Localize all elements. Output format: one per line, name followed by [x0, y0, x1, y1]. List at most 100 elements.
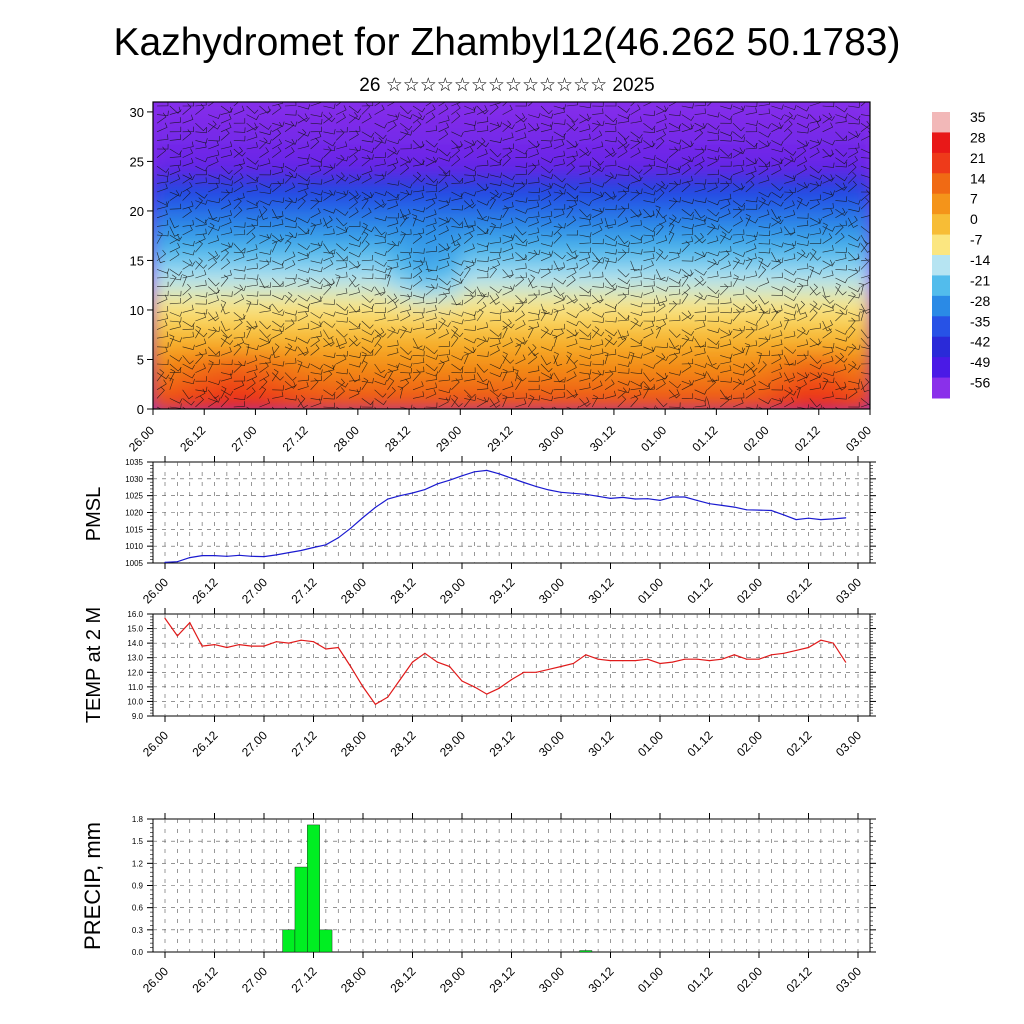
wind-barb [361, 265, 374, 271]
wind-barb [335, 274, 341, 287]
wind-barb [860, 191, 870, 193]
temp-point [647, 658, 649, 660]
wind-barb [809, 355, 822, 364]
y-tick-label: 16.0 [127, 610, 143, 619]
wind-barb [195, 363, 206, 373]
wind-barb [566, 205, 574, 218]
wind-barb [592, 102, 604, 107]
wind-barb [195, 165, 208, 172]
wind-barb [208, 150, 220, 158]
wind-barb [681, 122, 694, 130]
wind-barb [272, 260, 285, 266]
wind-barb [246, 220, 258, 227]
wind-barb [592, 370, 605, 376]
field-cell [341, 102, 372, 115]
wind-barb [540, 267, 551, 279]
wind-barb [515, 377, 522, 390]
wind-barb [553, 260, 564, 272]
wind-barb [604, 390, 616, 399]
wind-barb [220, 217, 232, 227]
wind-barb [592, 225, 603, 236]
wind-barb [579, 102, 592, 109]
wind-barb [489, 180, 502, 186]
y-tick-label: 1.8 [132, 815, 144, 824]
wind-barb [643, 226, 656, 233]
wind-barb [822, 305, 834, 313]
wind-barb [707, 306, 719, 313]
pmsl-point [597, 495, 599, 497]
wind-barb [259, 139, 272, 145]
wind-barb [207, 120, 217, 133]
wind-barb [655, 325, 662, 339]
field-cell [556, 102, 587, 115]
wind-barb [758, 197, 766, 210]
wind-barb [451, 191, 464, 198]
wind-barb [271, 239, 278, 253]
wind-barb [771, 122, 784, 130]
wind-barb [604, 234, 618, 241]
pmsl-point [832, 518, 834, 520]
x-tick-label: 02.00 [734, 728, 765, 759]
wind-barb [374, 226, 386, 236]
pmsl-point [795, 518, 797, 521]
wind-barb [348, 126, 361, 133]
wind-barb [297, 153, 310, 160]
wind-barb [579, 397, 590, 408]
wind-barb [400, 284, 413, 290]
wind-barb [310, 157, 323, 163]
wind-barb [796, 329, 810, 336]
wind-barb [630, 208, 643, 218]
wind-barb [668, 122, 682, 129]
wind-barb [771, 242, 784, 248]
wind-barb [707, 258, 717, 270]
wind-barb [745, 257, 753, 270]
wind-barb [297, 395, 306, 408]
wind-barb [707, 134, 719, 141]
wind-barb [438, 374, 450, 382]
wind-barb [809, 122, 820, 133]
wind-barb [169, 174, 181, 184]
wind-barb [771, 200, 784, 207]
wind-barb [720, 271, 732, 279]
wind-barb [451, 146, 461, 158]
wind-barb [515, 297, 527, 305]
wind-barb [528, 395, 541, 401]
wind-barb [425, 209, 437, 219]
wind-barb [579, 232, 592, 238]
wind-barb [246, 291, 259, 297]
wind-barb [822, 260, 835, 267]
wind-barb [310, 240, 323, 247]
wind-barb [668, 277, 682, 284]
wind-barb [604, 191, 616, 201]
wind-barb [515, 372, 527, 382]
wind-barb [233, 360, 246, 366]
wind-barb [720, 377, 732, 383]
wind-barb [259, 122, 272, 130]
wind-barb [374, 158, 386, 167]
x-tick-label: 01.00 [635, 728, 666, 759]
wind-barb [272, 121, 283, 133]
wind-barb [195, 329, 208, 338]
wind-barb [451, 363, 464, 371]
wind-barb [808, 265, 814, 279]
wind-barb [732, 259, 746, 265]
wind-barb [169, 242, 181, 253]
wind-barb [361, 378, 374, 384]
wind-barb [860, 303, 870, 313]
wind-barb [361, 286, 375, 292]
wind-barb [822, 174, 834, 184]
wind-barb [361, 137, 374, 143]
wind-barb [707, 375, 719, 382]
wind-barb [681, 274, 689, 287]
wind-barb [720, 161, 732, 167]
wind-barb [848, 363, 861, 370]
wind-barb [387, 302, 398, 313]
wind-barb [489, 398, 501, 408]
wind-barb [233, 192, 245, 201]
wind-barb [784, 286, 797, 294]
pmsl-point [572, 492, 574, 494]
wind-barb [182, 344, 195, 350]
wind-barb [335, 128, 345, 141]
wind-barb [310, 198, 320, 210]
wind-barb [476, 137, 486, 150]
